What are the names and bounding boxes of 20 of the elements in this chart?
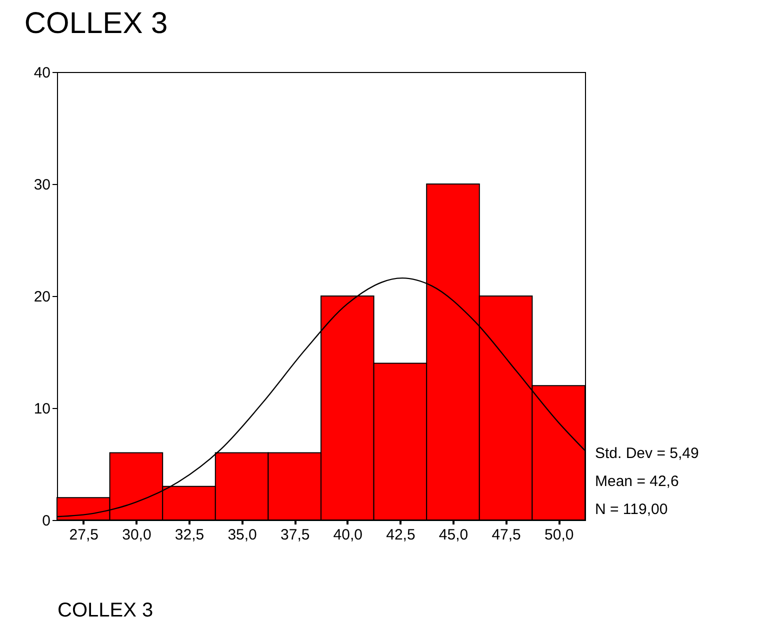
x-tick-label: 32,5 bbox=[174, 526, 204, 544]
y-tick-label: 20 bbox=[34, 288, 50, 306]
chart-title: COLLEX 3 bbox=[24, 7, 168, 40]
x-tick-label: 35,0 bbox=[228, 526, 257, 544]
x-axis-title: COLLEX 3 bbox=[58, 600, 154, 622]
y-tick-label: 40 bbox=[34, 64, 50, 82]
x-tick-label: 42,5 bbox=[386, 526, 416, 544]
x-tick-label: 37,5 bbox=[280, 526, 310, 544]
x-tick-label: 30,0 bbox=[122, 526, 152, 544]
y-tick-label: 30 bbox=[34, 176, 50, 194]
text: Std. Dev = 5,49 bbox=[595, 445, 699, 462]
x-tick-label: 40,0 bbox=[333, 526, 362, 544]
y-tick-label: 0 bbox=[42, 512, 50, 530]
x-tick-label: 27,5 bbox=[69, 526, 98, 544]
text: Mean = 42,6 bbox=[595, 473, 679, 490]
x-tick-label: 47,5 bbox=[492, 526, 521, 544]
x-tick-label: 45,0 bbox=[438, 526, 468, 544]
y-tick-label: 10 bbox=[34, 400, 50, 418]
x-tick-label: 50,0 bbox=[544, 526, 574, 544]
text: N = 119,00 bbox=[595, 501, 668, 518]
